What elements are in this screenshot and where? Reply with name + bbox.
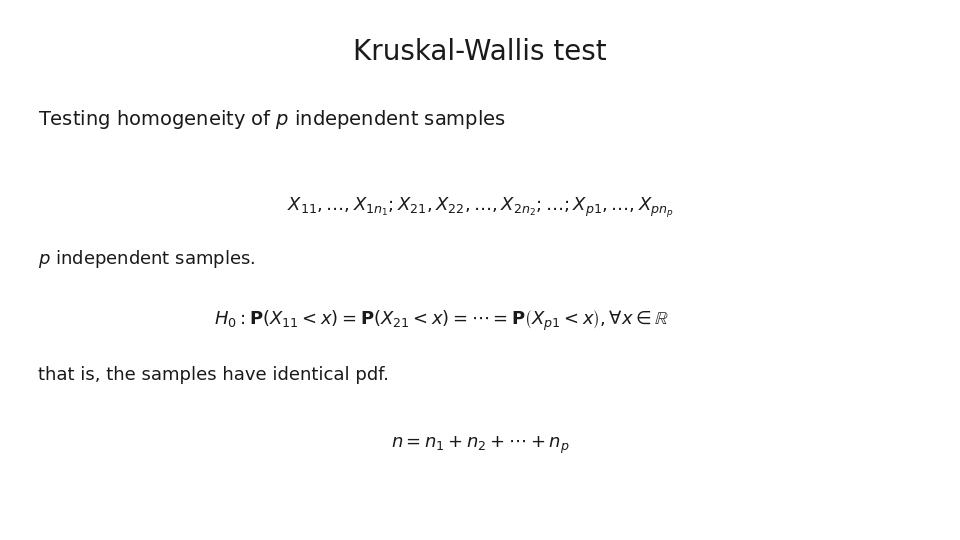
Text: $n = n_1 + n_2 + \cdots + n_p$: $n = n_1 + n_2 + \cdots + n_p$ xyxy=(391,435,569,456)
Text: Kruskal-Wallis test: Kruskal-Wallis test xyxy=(353,38,607,66)
Text: $p$ independent samples.: $p$ independent samples. xyxy=(38,248,255,270)
Text: that is, the samples have identical pdf.: that is, the samples have identical pdf. xyxy=(38,366,390,384)
Text: $H_0 : \mathbf{P}\left(X_{11} < x\right) = \mathbf{P}\left(X_{21} < x\right) = \: $H_0 : \mathbf{P}\left(X_{11} < x\right)… xyxy=(214,309,669,333)
Text: $X_{11}, \ldots, X_{1n_1}; X_{21}, X_{22}, \ldots, X_{2n_2}; \ldots; X_{p1}, \ld: $X_{11}, \ldots, X_{1n_1}; X_{21}, X_{22… xyxy=(287,196,673,220)
Text: Testing homogeneity of $p$ independent samples: Testing homogeneity of $p$ independent s… xyxy=(38,108,506,131)
